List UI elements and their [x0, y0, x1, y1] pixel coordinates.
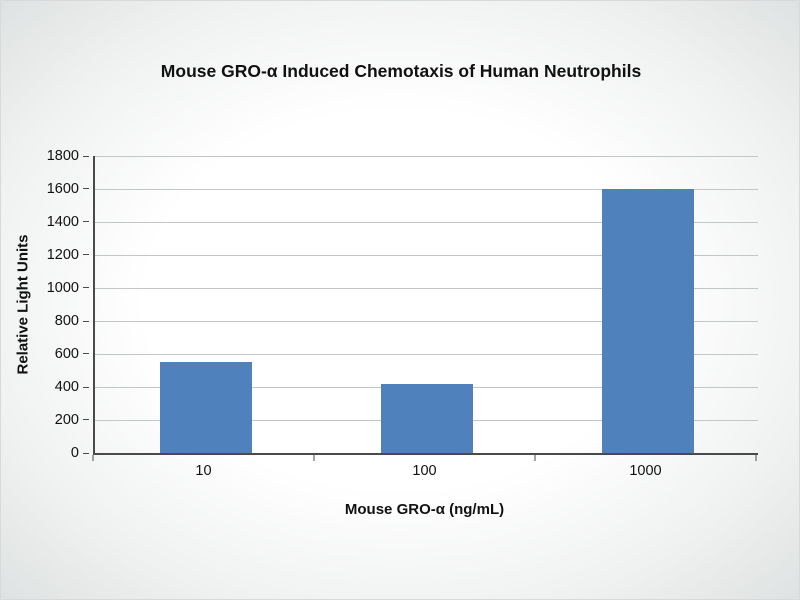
gridline: [95, 222, 758, 223]
x-category-label: 100: [412, 463, 437, 479]
plot-area: [93, 156, 758, 455]
y-tick-label: 0: [70, 445, 79, 461]
gridline: [95, 255, 758, 257]
x-category-label: 1000: [629, 463, 662, 479]
y-tick-label: 800: [54, 313, 79, 329]
y-tick-label: 1000: [46, 279, 79, 296]
y-tick-mark: [83, 254, 89, 256]
chart-title: Mouse GRO-α Induced Chemotaxis of Human …: [160, 61, 642, 81]
y-tick-mark: [83, 188, 89, 190]
y-tick-mark: [83, 386, 89, 388]
bar-10: [159, 362, 252, 453]
gridline: [95, 156, 758, 157]
y-axis-ticks: 0 200 400 600 800 1000 1200 1400 1600 1800: [1, 148, 91, 461]
gridline: [95, 288, 758, 289]
y-tick-mark: [83, 320, 89, 322]
x-axis-title: Mouse GRO-α (ng/mL): [344, 501, 505, 518]
x-tick-mark: [92, 455, 94, 461]
bar-100: [380, 383, 473, 453]
x-category-label: 10: [195, 463, 212, 479]
y-tick-mark: [83, 221, 89, 223]
gridline: [95, 354, 758, 356]
y-tick-label: 200: [54, 411, 79, 428]
x-tick-mark: [313, 455, 315, 461]
gridline: [95, 321, 758, 323]
y-tick-label: 1800: [46, 148, 79, 164]
y-tick-mark: [83, 353, 89, 355]
y-tick-mark: [83, 452, 89, 454]
x-tick-mark: [755, 455, 757, 461]
y-tick-label: 1200: [46, 247, 79, 263]
x-tick-mark: [534, 455, 536, 461]
y-tick-label: 1600: [46, 180, 79, 197]
y-tick-label: 600: [54, 346, 79, 362]
x-axis-labels: 10 100 1000: [92, 455, 757, 485]
y-tick-label: 400: [54, 379, 79, 395]
gridline: [95, 189, 758, 191]
y-tick-label: 1400: [46, 213, 79, 230]
y-tick-mark: [83, 419, 89, 421]
y-tick-mark: [83, 155, 89, 157]
bar-1000: [601, 189, 694, 453]
y-tick-mark: [83, 287, 89, 289]
